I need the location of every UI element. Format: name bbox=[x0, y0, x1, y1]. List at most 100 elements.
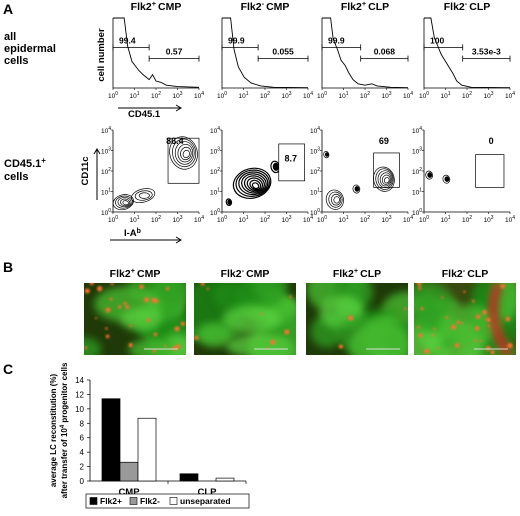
micrograph bbox=[194, 283, 296, 355]
text-part: 2 bbox=[317, 167, 320, 173]
text-part: 10 bbox=[403, 217, 411, 224]
red-cell bbox=[175, 344, 181, 350]
red-cell bbox=[437, 347, 440, 350]
gate-value: 0.57 bbox=[166, 47, 183, 57]
red-cell bbox=[474, 326, 480, 331]
axis-arrow bbox=[110, 236, 182, 244]
text-part: 0 bbox=[317, 208, 320, 214]
text-part: 4 bbox=[419, 126, 422, 132]
red-cell bbox=[97, 286, 103, 292]
text-part: 4 bbox=[512, 91, 515, 97]
axis-label: CD45.1 bbox=[128, 109, 161, 120]
text-part: 0 bbox=[324, 215, 327, 221]
tick-label: 101 bbox=[238, 91, 248, 100]
legend-label: Flk2- bbox=[140, 496, 160, 506]
tick-label: 100 bbox=[310, 208, 320, 217]
gate-value: 0.068 bbox=[374, 47, 396, 57]
contour bbox=[238, 171, 269, 196]
row-label: CD45.1+ bbox=[4, 156, 46, 171]
text-part: 10 bbox=[483, 93, 491, 100]
red-cell bbox=[417, 325, 420, 329]
text-part: Flk2 bbox=[341, 1, 362, 13]
axes bbox=[321, 130, 408, 213]
gate-value: 99.9 bbox=[328, 35, 345, 45]
text-part: 2 bbox=[267, 91, 270, 97]
text-part: CLP bbox=[469, 1, 490, 13]
text-part: 10 bbox=[505, 217, 513, 224]
bar bbox=[119, 461, 139, 482]
tick-label: 104 bbox=[303, 91, 313, 100]
gate bbox=[475, 154, 505, 188]
contour bbox=[272, 162, 280, 171]
column-title: Flk2+ CMP bbox=[110, 266, 161, 281]
text-part: 0 bbox=[217, 208, 220, 214]
green-tissue bbox=[120, 308, 162, 332]
tick-label: 104 bbox=[210, 126, 220, 135]
y-tick-label: 0 bbox=[80, 477, 85, 486]
contour bbox=[122, 200, 129, 206]
red-streak bbox=[488, 283, 513, 355]
red-cell bbox=[480, 339, 483, 343]
tick-label: 101 bbox=[210, 188, 220, 197]
text-part: 10 bbox=[412, 210, 420, 217]
text-part: 0 bbox=[115, 215, 118, 221]
green-tissue bbox=[157, 283, 186, 302]
text-part: 1 bbox=[137, 215, 140, 221]
micrograph-content bbox=[306, 283, 408, 355]
tick-label: 100 bbox=[317, 91, 327, 100]
tick-label: 102 bbox=[412, 167, 422, 176]
text-part: 10 bbox=[238, 217, 246, 224]
tick-label: 101 bbox=[440, 91, 450, 100]
text-part: 0 bbox=[426, 215, 429, 221]
red-cell bbox=[105, 307, 111, 313]
text-part: 2 bbox=[267, 215, 270, 221]
text-part: 2 bbox=[158, 91, 161, 97]
text-part: 0 bbox=[426, 91, 429, 97]
text-part: 3 bbox=[491, 91, 494, 97]
text-part: 3 bbox=[389, 91, 392, 97]
red-cell bbox=[490, 350, 495, 355]
tick-label: 104 bbox=[403, 91, 413, 100]
text-part: 10 bbox=[440, 93, 448, 100]
text-part: 10 bbox=[172, 217, 180, 224]
contour bbox=[177, 143, 194, 163]
text-part: 2 bbox=[108, 167, 111, 173]
text-part: 10 bbox=[210, 169, 218, 176]
histogram-curve bbox=[424, 17, 511, 89]
contour bbox=[120, 198, 131, 207]
text-part: CD45.1 bbox=[4, 158, 41, 170]
text-part: Flk2 bbox=[333, 268, 354, 280]
text-part: 10 bbox=[101, 169, 109, 176]
tick-label: 103 bbox=[483, 215, 493, 224]
text-part: 10 bbox=[238, 93, 246, 100]
text-part: 0 bbox=[224, 215, 227, 221]
contour bbox=[354, 186, 360, 192]
tick-label: 103 bbox=[310, 147, 320, 156]
text-part: 10 bbox=[419, 217, 427, 224]
text-part: 1 bbox=[419, 188, 422, 194]
y-tick-label: 2 bbox=[80, 463, 85, 472]
text-part: 10 bbox=[412, 149, 420, 156]
text-part: 3 bbox=[317, 147, 320, 153]
red-cell bbox=[486, 317, 491, 322]
gate bbox=[257, 55, 309, 62]
gate bbox=[112, 44, 150, 51]
contour bbox=[333, 196, 340, 204]
tick-label: 102 bbox=[310, 167, 320, 176]
text-part: 10 bbox=[210, 190, 218, 197]
contour bbox=[444, 176, 450, 182]
contour bbox=[249, 179, 262, 191]
red-cell bbox=[348, 315, 354, 321]
text-part: 10 bbox=[108, 217, 116, 224]
column-title: Flk2- CMP bbox=[221, 266, 270, 281]
green-tissue bbox=[253, 283, 289, 303]
gate-value: 99.9 bbox=[228, 35, 245, 45]
axis-arrow bbox=[118, 104, 182, 112]
tick-label: 103 bbox=[483, 91, 493, 100]
text-part: 10 bbox=[505, 93, 513, 100]
text-part: 3 bbox=[217, 147, 220, 153]
red-cell bbox=[200, 283, 205, 286]
contour bbox=[243, 175, 265, 193]
text-part: 4 bbox=[217, 126, 220, 132]
green-tissue bbox=[197, 322, 232, 348]
